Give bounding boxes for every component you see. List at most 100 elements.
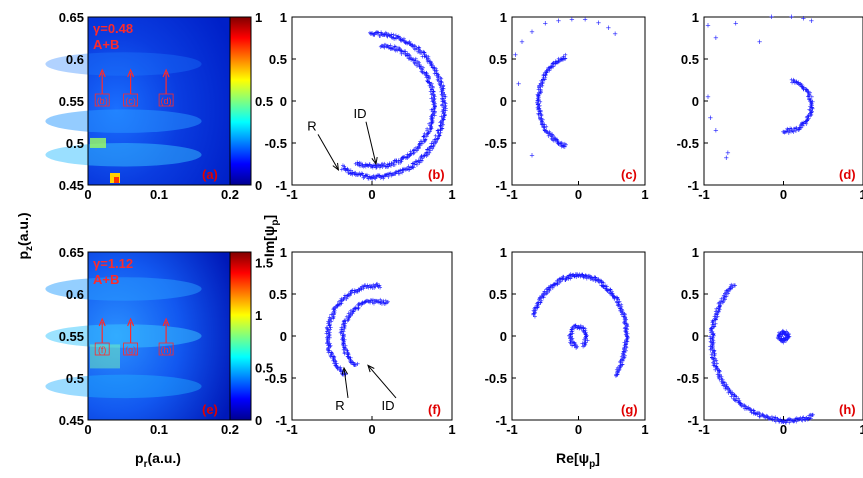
- data-point: +: [538, 293, 543, 302]
- data-point: +: [432, 64, 437, 73]
- x-tick-label: -1: [698, 422, 710, 437]
- data-point: +: [568, 338, 573, 347]
- data-point: +: [385, 32, 390, 41]
- data-point: +: [442, 103, 447, 112]
- data-point: +: [372, 282, 377, 291]
- data-point: +: [407, 51, 412, 60]
- data-point: +: [571, 338, 576, 347]
- data-point: +: [374, 163, 379, 172]
- colorbar: [229, 16, 252, 186]
- data-point: +: [746, 403, 751, 412]
- y-tick-label: -1: [275, 178, 287, 193]
- data-point: +: [708, 332, 713, 341]
- data-point: +: [343, 343, 348, 352]
- data-point: +: [804, 117, 809, 126]
- data-point: +: [531, 309, 536, 318]
- data-point: +: [784, 327, 789, 336]
- data-point: +: [763, 412, 768, 421]
- data-point: +: [328, 320, 333, 329]
- data-point: +: [419, 67, 424, 76]
- data-point: +: [583, 271, 588, 280]
- data-point: +: [538, 97, 543, 106]
- data-point: +: [786, 333, 791, 342]
- data-point: +: [438, 126, 443, 135]
- data-point: +: [425, 126, 430, 135]
- data-point: +: [423, 135, 428, 144]
- data-point: +: [397, 44, 402, 53]
- data-point: +: [721, 298, 726, 307]
- data-point: +: [544, 68, 549, 77]
- data-point: +: [583, 336, 588, 345]
- data-point: +: [560, 139, 565, 148]
- data-point: +: [772, 416, 777, 425]
- data-point: +: [790, 416, 795, 425]
- data-point: +: [360, 299, 365, 308]
- data-point: +: [548, 63, 553, 72]
- data-point: +: [583, 328, 588, 337]
- data-point: +: [368, 160, 373, 169]
- data-point: +: [577, 270, 582, 279]
- data-point: +: [421, 152, 426, 161]
- data-point: +: [422, 130, 427, 139]
- data-point: +: [356, 160, 361, 169]
- data-point: +: [785, 415, 790, 424]
- data-point: +: [425, 57, 430, 66]
- data-point: +: [420, 52, 425, 61]
- data-point: +: [612, 292, 617, 301]
- data-point: +: [345, 346, 350, 355]
- data-point: +: [553, 136, 558, 145]
- data-point: +: [378, 299, 383, 308]
- data-point: +: [603, 284, 608, 293]
- data-point: +: [359, 301, 364, 310]
- data-point: +: [416, 156, 421, 165]
- annotation-arrow: [365, 121, 377, 165]
- data-point: +: [411, 149, 416, 158]
- data-point: +: [571, 322, 576, 331]
- data-point: +: [429, 114, 434, 123]
- data-point: +: [715, 312, 720, 321]
- data-point: +: [385, 170, 390, 179]
- data-point: +: [372, 30, 377, 39]
- data-point: +: [617, 301, 622, 310]
- marker-box: [94, 342, 110, 356]
- data-point: +: [623, 316, 628, 325]
- data-point: +: [360, 298, 365, 307]
- data-point: +: [394, 45, 399, 54]
- data-point: +: [766, 414, 771, 423]
- data-point: +: [355, 170, 360, 179]
- data-point: +: [382, 31, 387, 40]
- x-tick-label: 1: [641, 187, 648, 202]
- data-point: +: [422, 68, 427, 77]
- data-point: +: [432, 88, 437, 97]
- data-point: +: [431, 61, 436, 70]
- data-point: +: [550, 59, 555, 68]
- data-point: +: [806, 415, 811, 424]
- pr-symbol: p: [135, 450, 144, 466]
- data-point: +: [431, 137, 436, 146]
- data-point: +: [617, 297, 622, 306]
- data-point: +: [783, 418, 788, 427]
- marker-box: [123, 342, 138, 356]
- data-point: +: [432, 103, 437, 112]
- data-point: +: [389, 171, 394, 180]
- pz-axis-label: pz(a.u.): [15, 212, 35, 259]
- data-point: +: [338, 300, 343, 309]
- annotation-arrow: [317, 134, 339, 171]
- data-point: +: [761, 411, 766, 420]
- data-point: +: [341, 370, 346, 379]
- y-tick-label: -1: [495, 178, 507, 193]
- data-point: +: [618, 304, 623, 313]
- data-point: +: [342, 322, 347, 331]
- data-point: +: [575, 323, 580, 332]
- data-point: +: [798, 413, 803, 422]
- data-point: +: [351, 360, 356, 369]
- data-point: +: [351, 358, 356, 367]
- data-point: +: [406, 153, 411, 162]
- data-point: +: [441, 121, 446, 130]
- y-tick-label: 0.5: [66, 371, 84, 386]
- data-point: +: [366, 297, 371, 306]
- data-point: +: [547, 66, 552, 75]
- data-point: +: [782, 328, 787, 337]
- data-point: +: [713, 125, 718, 135]
